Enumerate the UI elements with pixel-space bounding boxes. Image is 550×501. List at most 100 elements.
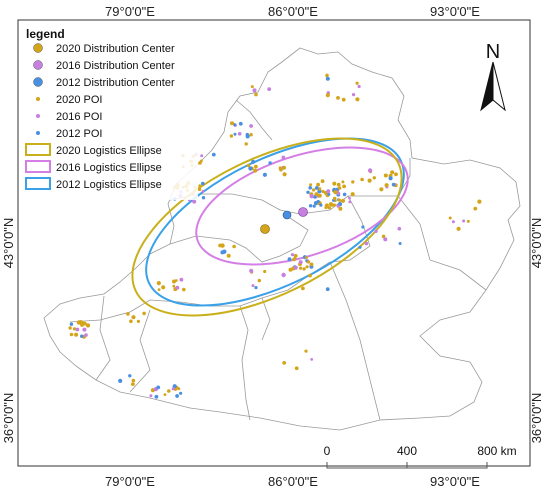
poi-point [352,93,356,97]
poi-point [333,190,338,195]
poi-point [367,178,372,183]
poi-point [179,277,184,282]
poi-point [233,132,237,136]
legend-ellipse-symbol [25,143,51,156]
poi-point [309,194,314,199]
poi-point [473,206,478,211]
poi-point [360,177,364,182]
poi-point [304,256,308,260]
poi-point [318,187,322,191]
poi-point [391,182,396,187]
poi-point [325,73,329,78]
poi-point [337,186,342,190]
poi-point [304,349,308,353]
legend-label: 2012 Distribution Center [56,77,175,89]
poi-point [249,133,253,137]
right-latitude-label: 36°0'0"N [529,393,544,444]
poi-point [398,242,402,245]
poi-point [75,327,80,332]
legend-poi-symbol [36,131,40,135]
poi-point [82,321,87,326]
poi-point [68,326,72,330]
legend-label: 2020 POI [56,94,102,106]
poi-point [157,288,161,291]
poi-point [325,76,330,81]
poi-point [321,189,325,194]
legend-item: 2016 Distribution Center [33,60,175,72]
poi-point [220,243,225,248]
poi-point [230,121,234,126]
poi-point [154,394,159,399]
poi-point [319,203,323,207]
poi-point [69,322,74,326]
legend-label: 2012 Logistics Ellipse [56,179,162,191]
poi-point [477,199,482,204]
legend-item: 2020 Logistics Ellipse [25,143,162,157]
legend-label: 2012 POI [56,128,102,140]
poi-point [128,374,132,378]
poi-point [131,315,136,320]
poi-point [374,229,378,233]
poi-point [328,202,333,207]
poi-point [290,253,295,257]
poi-point [156,281,161,286]
poi-point [336,96,340,100]
poi-point [332,203,336,207]
poi-point [201,181,205,186]
poi-point [175,394,180,398]
poi-point [167,389,171,393]
distribution-center-2016 [298,207,308,217]
poi-point [201,196,206,200]
poi-point [211,152,216,157]
poi-point [79,320,83,325]
poi-point [149,394,153,398]
bottom-longitude-label: 79°0'0"E [105,474,155,489]
left-latitude-label: 43°0'0"N [1,218,16,269]
poi-point [298,260,303,265]
poi-point [253,168,258,173]
poi-point [341,97,346,102]
poi-point [249,268,254,273]
poi-point [367,168,373,173]
legend-poi-symbol [36,97,40,101]
legend-label: 2020 Distribution Center [56,43,175,55]
poi-point [72,327,77,331]
poi-point [238,121,243,126]
legend-item: 2016 Logistics Ellipse [25,160,162,174]
poi-point [263,269,267,274]
poi-point [287,257,292,262]
poi-point [466,219,470,223]
poi-point [324,205,328,210]
legend-item: 2020 Distribution Center [33,43,175,55]
poi-point [314,192,319,197]
poi-point [305,265,309,269]
poi-point [293,256,297,260]
poi-point [248,166,253,171]
poi-point [232,244,236,249]
poi-point [282,172,287,177]
legend-items: 2020 Distribution Center 2016 Distributio… [25,43,175,191]
top-longitude-label: 86°0'0"E [268,4,318,19]
poi-point [302,267,306,271]
left-latitude-label: 36°0'0"N [1,393,16,444]
legend-ellipse-symbol [25,177,51,190]
poi-point [156,385,161,390]
poi-point [462,219,466,223]
legend-label: 2020 Logistics Ellipse [56,145,162,157]
poi-point [316,199,320,204]
legend-item: 2012 Distribution Center [33,77,175,89]
poi-point [201,189,205,193]
poi-point [163,393,167,396]
poi-point [361,225,365,229]
poi-point [118,378,123,383]
poi-point [311,188,316,192]
poi-point [288,267,293,272]
poi-point [451,220,455,224]
poi-point [342,184,346,189]
poi-point [306,190,310,194]
poi-point [326,189,331,194]
region-boundary [43,47,521,431]
poi-point [325,93,330,98]
poi-point [332,181,337,186]
